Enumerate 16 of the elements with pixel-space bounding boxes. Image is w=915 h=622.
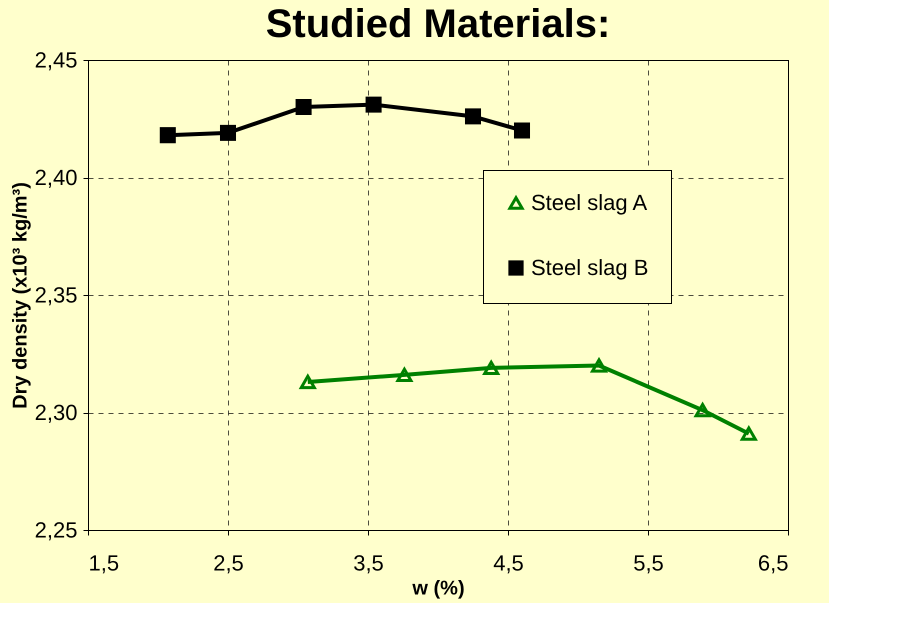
x-tick-label: 4,5 <box>493 550 524 576</box>
x-tick-label: 3,5 <box>353 550 384 576</box>
x-tick-label: 2,5 <box>213 550 244 576</box>
y-tick-label: 2,35 <box>34 282 78 308</box>
x-tick-label: 1,5 <box>88 550 120 576</box>
x-tick-label: 5,5 <box>633 550 664 576</box>
legend-label: Steel slag B <box>531 255 648 280</box>
y-tick-label: 2,40 <box>34 165 78 190</box>
chart-title: Studied Materials: <box>266 2 610 46</box>
y-tick-label: 2,30 <box>34 400 78 425</box>
legend-label: Steel slag A <box>531 190 648 215</box>
y-tick-label: 2,45 <box>34 48 78 72</box>
x-tick-label: 6,5 <box>758 550 788 576</box>
y-axis-title: Dry density (x10³ kg/m³) <box>10 182 32 409</box>
y-tick-label: 2,25 <box>34 518 78 542</box>
x-axis-title: w (%) <box>411 578 465 600</box>
